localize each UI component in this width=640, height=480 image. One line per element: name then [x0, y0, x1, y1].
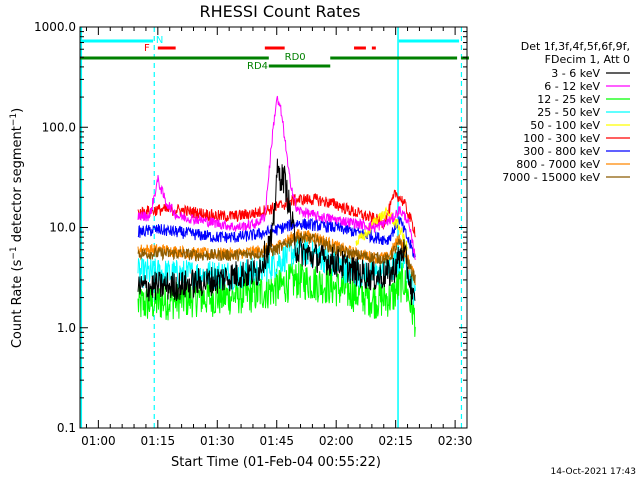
chart-title: RHESSI Count Rates: [200, 2, 361, 21]
series-line-50-100keV: [355, 206, 408, 251]
y-axis-label: Count Rate (s−1 detector segment−1): [9, 108, 25, 348]
x-tick-label: 01:30: [200, 434, 235, 448]
plot-area: NF RD0 RD4: [80, 27, 469, 428]
footer-timestamp: 14-Oct-2021 17:43: [551, 467, 636, 477]
legend-entry-label: 7000 - 15000 keV: [502, 171, 600, 184]
y-tick-label: 0.1: [57, 421, 76, 435]
x-axis-label: Start Time (01-Feb-04 00:55:22): [171, 455, 381, 470]
status-bar-label: RD4: [247, 61, 268, 72]
axis-ticks: 0.1 1.0 10.0 100.0 1000.0 01:00 01:15 01:30 01:4…: [34, 20, 472, 448]
x-tick-label: 02:00: [319, 434, 354, 448]
legend-entry-label: 6 - 12 keV: [544, 80, 600, 93]
series-line-7000-15000keV: [137, 231, 416, 284]
x-tick-label: 02:15: [378, 434, 413, 448]
legend-entry-label: 800 - 7000 keV: [516, 158, 600, 171]
y-tick-label: 100.0: [42, 120, 76, 134]
status-bar-label: RD0: [285, 52, 306, 63]
series-line-3-6keV: [137, 158, 416, 306]
status-bar-label: N: [156, 35, 163, 46]
legend-header-line: FDecim 1, Att 0: [545, 53, 630, 66]
series-line-6-12keV: [137, 95, 416, 261]
x-tick-label: 02:30: [438, 434, 473, 448]
legend-entry-label: 25 - 50 keV: [537, 106, 600, 119]
legend-entry-label: 12 - 25 keV: [537, 93, 600, 106]
legend-entry-label: 100 - 300 keV: [523, 132, 600, 145]
plot-frame: [79, 26, 468, 429]
legend-entry-label: 3 - 6 keV: [551, 67, 600, 80]
x-tick-label: 01:00: [81, 434, 116, 448]
y-tick-label: 10.0: [49, 221, 76, 235]
y-tick-label: 1000.0: [34, 20, 76, 34]
legend-header-line: Det 1f,3f,4f,5f,6f,9f,: [521, 40, 630, 53]
legend: Det 1f,3f,4f,5f,6f,9f,FDecim 1, Att 03 -…: [502, 40, 630, 184]
status-bar-label: F: [144, 43, 150, 54]
legend-entry-label: 300 - 800 keV: [523, 145, 600, 158]
legend-entry-label: 50 - 100 keV: [530, 119, 600, 132]
y-tick-label: 1.0: [57, 321, 76, 335]
x-tick-label: 01:15: [141, 434, 176, 448]
x-tick-label: 01:45: [259, 434, 294, 448]
